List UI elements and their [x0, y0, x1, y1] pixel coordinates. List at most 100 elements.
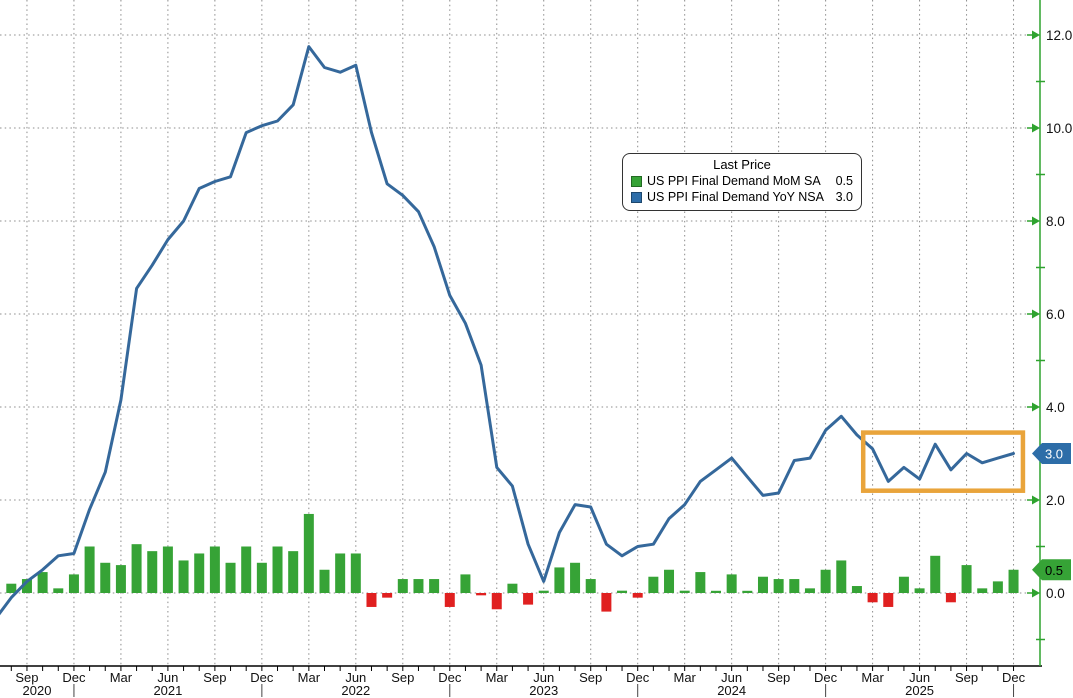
last-price-badge-label: 3.0	[1045, 447, 1063, 462]
x-axis-month-label: Mar	[861, 670, 884, 685]
x-axis-month-label: Dec	[62, 670, 86, 685]
mom-bar	[992, 581, 1003, 593]
y-axis-tick-label: 4.0	[1046, 400, 1065, 415]
x-axis-month-label: Sep	[955, 670, 978, 685]
x-axis: Sep Dec Mar Jun Sep Dec Mar Jun Sep Dec Mar Jun Sep D…	[0, 665, 1042, 698]
mom-bar	[977, 588, 988, 593]
y-axis-tick-arrow-icon	[1032, 588, 1040, 598]
mom-bar	[601, 593, 612, 612]
mom-bar	[84, 546, 95, 593]
mom-bar	[413, 579, 424, 593]
legend-title: Last Price	[713, 157, 771, 172]
mom-bar	[585, 579, 596, 593]
x-axis-month-label: Sep	[203, 670, 226, 685]
mom-bar	[303, 513, 314, 593]
mom-bar	[115, 565, 126, 593]
x-axis-month-label: Mar	[110, 670, 133, 685]
mom-bar	[68, 574, 79, 593]
mom-bar	[460, 574, 471, 593]
x-axis-year-label: 2024	[717, 683, 746, 698]
y-axis-tick-arrow-icon	[1032, 216, 1040, 226]
x-axis-month-label: Jun	[157, 670, 178, 685]
x-axis-month-label: Sep	[15, 670, 38, 685]
chart-legend: Last Price US PPI Final Demand MoM SA 0.…	[622, 153, 862, 211]
y-axis-tick-label: 0.0	[1046, 586, 1065, 601]
mom-bar	[632, 593, 643, 598]
mom-bar	[820, 569, 831, 593]
x-axis-month-label: Jun	[533, 670, 554, 685]
mom-series-swatch-icon	[631, 175, 642, 187]
mom-bar	[491, 593, 502, 610]
mom-bar	[21, 579, 32, 593]
x-axis-month-label: Jun	[909, 670, 930, 685]
x-axis-year-label: 2023	[529, 683, 558, 698]
x-axis-month-label: Sep	[579, 670, 602, 685]
x-axis-month-label: Dec	[438, 670, 462, 685]
y-axis-tick-arrow-icon	[1032, 402, 1040, 412]
mom-bar	[162, 546, 173, 593]
last-price-badge	[1032, 443, 1071, 464]
legend-row-yoy: US PPI Final Demand YoY NSA 3.0	[631, 189, 853, 205]
mom-bar	[209, 546, 220, 593]
mom-bar	[178, 560, 189, 593]
mom-bar	[225, 562, 236, 593]
mom-bar	[538, 590, 549, 593]
y-axis-tick-arrow-icon	[1032, 495, 1040, 505]
mom-bar	[883, 593, 894, 607]
mom-bar	[961, 565, 972, 593]
mom-bar	[397, 579, 408, 593]
x-axis-month-label: Sep	[391, 670, 414, 685]
y-axis: 0.0 2.0 4.0 6.0 8.0 10.0 12.0	[1027, 0, 1072, 666]
mom-bar	[100, 562, 111, 593]
last-price-badge	[1032, 559, 1071, 581]
mom-bar	[319, 569, 330, 593]
mom-bar	[554, 567, 565, 593]
mom-bar	[37, 572, 48, 593]
x-axis-month-label: Dec	[1002, 670, 1026, 685]
mom-bar	[898, 576, 909, 593]
mom-bar	[1008, 569, 1019, 593]
legend-row-mom: US PPI Final Demand MoM SA 0.5	[631, 173, 853, 189]
mom-bar	[131, 544, 142, 593]
legend-value-mom: 0.5	[835, 174, 853, 188]
x-axis-month-label: Dec	[814, 670, 838, 685]
mom-bar	[945, 593, 956, 603]
yoy-series-swatch-icon	[631, 191, 642, 203]
mom-bar	[194, 553, 205, 593]
y-axis-tick-label: 8.0	[1046, 214, 1065, 229]
mom-bar	[789, 579, 800, 593]
x-axis-year-label: 2021	[153, 683, 182, 698]
mom-bar	[350, 553, 361, 593]
mom-bar	[804, 588, 815, 593]
highlight-annotation-box	[860, 430, 1026, 493]
mom-bar	[6, 583, 17, 593]
y-axis-tick-label: 2.0	[1046, 493, 1065, 508]
mom-bars-series	[6, 513, 1019, 612]
mom-bar	[726, 574, 737, 593]
mom-bar	[711, 590, 721, 593]
mom-bar	[930, 555, 941, 593]
last-price-badges: 3.0 0.5	[1032, 443, 1071, 581]
y-axis-tick-label: 12.0	[1046, 28, 1072, 43]
mom-bar	[256, 562, 267, 593]
mom-bar	[272, 546, 283, 593]
y-axis-tick-label: 10.0	[1046, 121, 1072, 136]
x-axis-month-label: Dec	[626, 670, 650, 685]
mom-bar	[53, 588, 64, 593]
mom-bar	[444, 593, 455, 607]
x-axis-year-label: 2022	[341, 683, 370, 698]
mom-bar	[241, 546, 252, 593]
legend-value-yoy: 3.0	[835, 190, 853, 204]
x-axis-month-label: Sep	[767, 670, 790, 685]
mom-bar	[366, 593, 377, 607]
mom-bar	[664, 569, 675, 593]
mom-bar	[507, 583, 518, 593]
legend-label-mom: US PPI Final Demand MoM SA	[647, 174, 821, 188]
x-axis-month-label: Jun	[345, 670, 366, 685]
yoy-line	[0, 45, 1015, 616]
mom-bar	[288, 551, 299, 593]
mom-bar	[617, 590, 628, 593]
mom-bar	[851, 586, 862, 593]
